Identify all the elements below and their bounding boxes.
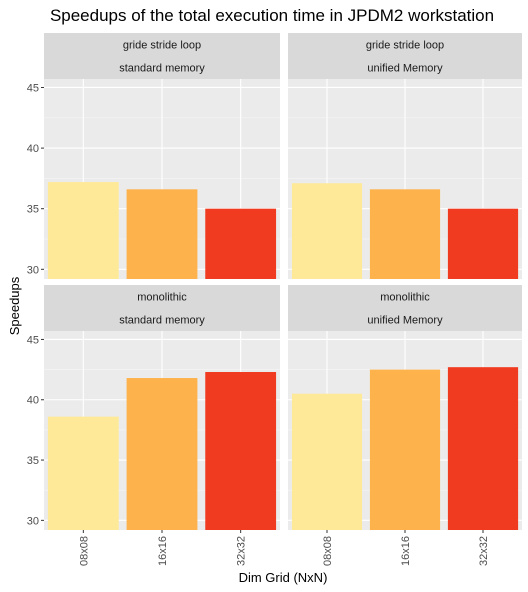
facet-strip xyxy=(44,33,280,79)
facet-panel: monolithic standard memory xyxy=(44,285,280,530)
x-tick-label: 08x08 xyxy=(322,536,334,566)
facet-strip xyxy=(288,33,522,79)
bar-08x08 xyxy=(47,416,119,530)
y-tick-label: 45 xyxy=(27,334,39,346)
bar-08x08 xyxy=(291,393,363,530)
facet-strip xyxy=(288,285,522,331)
y-tick-label: 40 xyxy=(27,395,39,407)
x-tick-label: 08x08 xyxy=(78,536,90,566)
facet-strip-label: standard memory xyxy=(119,63,205,75)
bar-16x16 xyxy=(126,189,198,279)
y-tick-label: 35 xyxy=(27,455,39,467)
x-axis-tick-labels: 08x08 16x16 32x32 08x08 16x16 32x32 xyxy=(78,530,490,566)
facet-strip xyxy=(44,285,280,331)
facet-panel: gride stride loop unified Memory xyxy=(288,33,522,279)
x-tick-label: 32x32 xyxy=(478,536,490,566)
facet-strip-label: monolithic xyxy=(380,292,430,304)
x-tick-label: 16x16 xyxy=(157,536,169,566)
bar-32x32 xyxy=(205,372,277,530)
facet-strip-label: gride stride loop xyxy=(366,40,444,52)
y-tick-label: 40 xyxy=(27,143,39,155)
bar-08x08 xyxy=(291,183,363,279)
y-axis-title: Speedups xyxy=(7,276,22,335)
facet-panel: gride stride loop standard memory xyxy=(44,33,280,279)
y-tick-label: 30 xyxy=(27,515,39,527)
facet-strip-label: gride stride loop xyxy=(123,40,201,52)
bar-32x32 xyxy=(447,208,519,279)
x-axis-title: Dim Grid (NxN) xyxy=(239,570,328,585)
bar-32x32 xyxy=(447,367,519,530)
bar-16x16 xyxy=(126,378,198,530)
facet-strip-label: unified Memory xyxy=(367,63,443,75)
bar-16x16 xyxy=(369,189,441,279)
bar-08x08 xyxy=(47,182,119,279)
facet-panel: monolithic unified Memory xyxy=(288,285,522,530)
bar-32x32 xyxy=(205,208,277,279)
y-tick-label: 35 xyxy=(27,204,39,216)
x-tick-label: 32x32 xyxy=(236,536,248,566)
y-tick-label: 30 xyxy=(27,264,39,276)
y-axis-tick-labels: 30 35 40 45 30 35 40 45 xyxy=(27,82,44,527)
bar-16x16 xyxy=(369,369,441,530)
chart-title: Speedups of the total execution time in … xyxy=(50,6,494,25)
facet-strip-label: unified Memory xyxy=(367,315,443,327)
x-tick-label: 16x16 xyxy=(400,536,412,566)
facet-strip-label: standard memory xyxy=(119,315,205,327)
y-tick-label: 45 xyxy=(27,82,39,94)
facet-strip-label: monolithic xyxy=(137,292,187,304)
